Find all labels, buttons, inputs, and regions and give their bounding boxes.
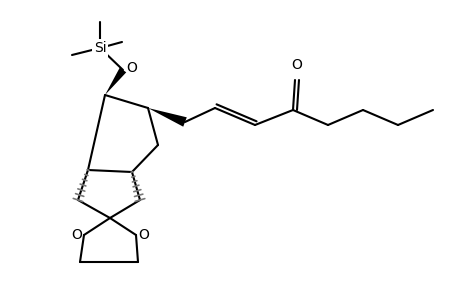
Text: O: O <box>71 228 82 242</box>
Text: O: O <box>126 61 137 75</box>
Text: Si: Si <box>94 41 106 55</box>
Text: O: O <box>138 228 149 242</box>
Polygon shape <box>105 68 126 95</box>
Text: O: O <box>291 58 302 72</box>
Polygon shape <box>148 108 186 127</box>
